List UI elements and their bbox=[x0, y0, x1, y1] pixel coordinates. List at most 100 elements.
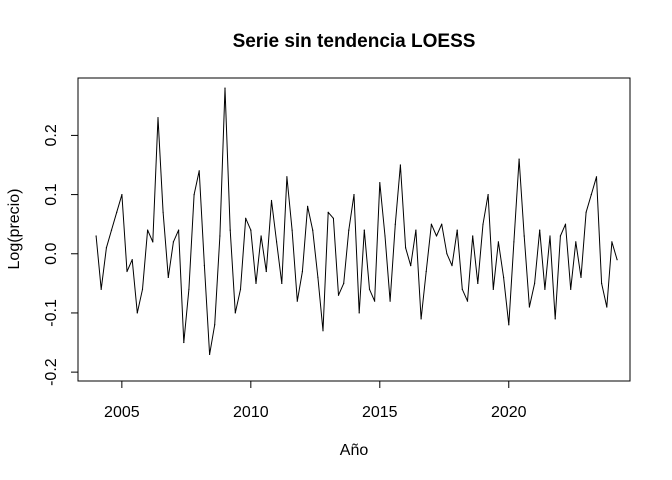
data-point bbox=[183, 341, 185, 344]
data-point bbox=[590, 194, 592, 196]
data-point bbox=[126, 270, 128, 273]
data-point bbox=[286, 176, 288, 178]
data-point bbox=[229, 229, 231, 231]
data-point bbox=[239, 288, 242, 290]
data-point bbox=[534, 282, 536, 284]
data-point bbox=[121, 194, 123, 196]
data-point bbox=[564, 223, 567, 225]
data-point bbox=[110, 229, 113, 231]
data-point bbox=[379, 182, 381, 184]
data-point bbox=[601, 282, 603, 284]
data-point bbox=[456, 229, 458, 231]
data-point bbox=[116, 211, 118, 213]
data-point bbox=[492, 288, 494, 290]
data-point bbox=[224, 87, 226, 89]
data-point bbox=[152, 241, 154, 243]
data-point bbox=[219, 235, 221, 237]
data-point bbox=[405, 247, 407, 249]
data-point bbox=[348, 229, 350, 231]
data-point bbox=[131, 259, 133, 261]
data-point bbox=[214, 324, 216, 326]
data-point bbox=[472, 235, 474, 237]
data-point bbox=[105, 247, 107, 249]
data-point bbox=[585, 211, 587, 213]
data-point bbox=[518, 158, 520, 160]
y-tick-label: -0.2 bbox=[43, 358, 60, 386]
x-tick-label: 2015 bbox=[362, 404, 398, 421]
data-point bbox=[394, 223, 396, 225]
data-point bbox=[343, 282, 345, 284]
data-point bbox=[281, 282, 283, 284]
data-point bbox=[322, 330, 324, 332]
data-point bbox=[580, 276, 582, 278]
data-point bbox=[410, 265, 412, 267]
data-point bbox=[100, 288, 102, 290]
data-point bbox=[575, 241, 577, 243]
data-point bbox=[477, 282, 479, 284]
data-point bbox=[260, 235, 262, 237]
data-point bbox=[595, 176, 598, 178]
data-point bbox=[136, 312, 138, 314]
data-point bbox=[528, 306, 531, 308]
data-point bbox=[353, 194, 355, 196]
data-point bbox=[95, 235, 97, 237]
data-point bbox=[332, 217, 334, 219]
data-point bbox=[317, 276, 319, 278]
data-point bbox=[270, 199, 273, 202]
data-point bbox=[374, 300, 376, 302]
data-point bbox=[435, 235, 438, 237]
data-point bbox=[461, 288, 463, 290]
y-tick-label: -0.1 bbox=[43, 299, 60, 327]
data-point bbox=[446, 253, 448, 255]
data-points bbox=[95, 87, 618, 355]
data-point bbox=[276, 241, 278, 243]
x-tick-label: 2020 bbox=[491, 404, 527, 421]
data-point bbox=[549, 235, 551, 237]
data-point bbox=[425, 270, 427, 273]
x-tick-label: 2005 bbox=[104, 404, 140, 421]
data-point bbox=[250, 229, 252, 231]
data-point bbox=[255, 282, 257, 284]
data-point bbox=[523, 235, 525, 237]
data-point bbox=[451, 265, 453, 267]
data-point bbox=[606, 306, 608, 308]
data-point bbox=[327, 211, 329, 213]
data-point bbox=[466, 300, 469, 302]
data-point bbox=[508, 324, 510, 326]
y-tick-label: 0.2 bbox=[43, 124, 60, 146]
data-point bbox=[554, 318, 556, 320]
data-point bbox=[559, 235, 562, 237]
data-point bbox=[178, 229, 180, 231]
data-point bbox=[420, 318, 422, 320]
data-point bbox=[209, 353, 211, 355]
data-point bbox=[162, 211, 164, 213]
data-point bbox=[147, 229, 149, 231]
data-point bbox=[265, 270, 267, 273]
data-point bbox=[539, 229, 541, 231]
data-point bbox=[203, 265, 205, 267]
data-point bbox=[296, 300, 298, 302]
data-point bbox=[337, 294, 340, 296]
data-point bbox=[430, 223, 432, 225]
data-point bbox=[616, 259, 618, 261]
data-point bbox=[307, 205, 309, 207]
data-point bbox=[503, 276, 505, 278]
data-point bbox=[358, 312, 360, 314]
data-point bbox=[188, 288, 190, 290]
data-point bbox=[389, 300, 391, 302]
y-axis: -0.2 -0.1 0.0 0.1 0.2 bbox=[43, 124, 79, 386]
x-tick-label: 2010 bbox=[233, 404, 269, 421]
y-tick-label: 0.1 bbox=[43, 183, 60, 205]
data-point bbox=[570, 288, 572, 290]
y-axis-title: Log(precio) bbox=[6, 189, 23, 270]
data-point bbox=[482, 223, 484, 225]
data-point bbox=[172, 241, 174, 243]
data-point bbox=[363, 229, 365, 231]
data-point bbox=[157, 117, 159, 119]
y-tick-label: 0.0 bbox=[43, 243, 60, 265]
data-point bbox=[441, 223, 443, 225]
plot-frame bbox=[77, 77, 631, 382]
series-line bbox=[95, 87, 618, 355]
data-point bbox=[301, 270, 303, 273]
